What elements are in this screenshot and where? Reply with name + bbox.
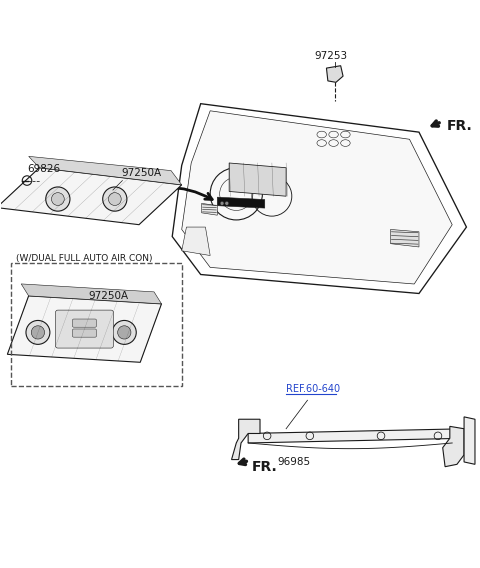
Text: 97253: 97253 xyxy=(314,51,348,61)
Text: 97250A: 97250A xyxy=(121,168,161,178)
FancyBboxPatch shape xyxy=(72,319,96,327)
Polygon shape xyxy=(248,429,467,443)
FancyBboxPatch shape xyxy=(72,329,96,337)
Polygon shape xyxy=(21,284,161,304)
Polygon shape xyxy=(217,197,265,208)
Circle shape xyxy=(112,320,136,344)
FancyBboxPatch shape xyxy=(56,310,113,348)
Polygon shape xyxy=(443,427,464,467)
Polygon shape xyxy=(202,203,217,215)
Polygon shape xyxy=(229,163,286,196)
Polygon shape xyxy=(7,296,161,362)
Circle shape xyxy=(46,187,70,211)
Polygon shape xyxy=(0,168,182,225)
Circle shape xyxy=(108,193,121,206)
Polygon shape xyxy=(464,417,475,464)
Text: 96985: 96985 xyxy=(277,457,311,467)
Circle shape xyxy=(220,202,224,205)
Polygon shape xyxy=(182,111,452,284)
Circle shape xyxy=(118,326,131,339)
Text: 97250A: 97250A xyxy=(88,291,128,301)
Circle shape xyxy=(51,193,64,206)
Polygon shape xyxy=(182,227,210,256)
Text: FR.: FR. xyxy=(252,460,277,474)
Text: (W/DUAL FULL AUTO AIR CON): (W/DUAL FULL AUTO AIR CON) xyxy=(16,254,152,263)
Text: 69826: 69826 xyxy=(27,165,60,174)
Circle shape xyxy=(31,326,45,339)
Polygon shape xyxy=(326,66,343,82)
Polygon shape xyxy=(231,419,260,460)
Circle shape xyxy=(103,187,127,211)
FancyArrowPatch shape xyxy=(120,187,212,202)
Text: FR.: FR. xyxy=(446,119,472,133)
Polygon shape xyxy=(29,156,182,185)
Polygon shape xyxy=(391,229,419,247)
Circle shape xyxy=(26,320,50,344)
Circle shape xyxy=(225,202,228,205)
Text: REF.60-640: REF.60-640 xyxy=(286,384,340,394)
